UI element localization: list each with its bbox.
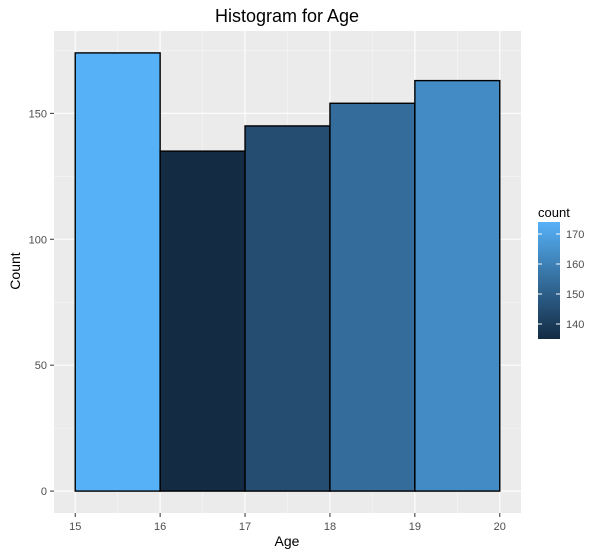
color-legend: count 140 150 160 170: [538, 205, 584, 339]
histogram-bar-3: [244, 125, 331, 492]
x-tick-label: 16: [154, 521, 166, 533]
x-tick-label: 17: [239, 521, 251, 533]
histogram-bar-1: [74, 52, 161, 492]
legend-tick-label: 150: [566, 289, 584, 301]
histogram-bar-5: [414, 79, 501, 492]
x-axis-title: Age: [275, 533, 300, 549]
x-axis: 15 16 17 18 19 20: [69, 513, 506, 533]
legend-tick-label: 170: [566, 229, 584, 241]
y-tick-label: 100: [29, 234, 47, 246]
legend-tick-label: 160: [566, 259, 584, 271]
y-axis-title: Count: [7, 252, 23, 289]
legend-colorbar: [538, 222, 560, 339]
plot-panel: [54, 31, 521, 513]
y-tick-label: 50: [35, 360, 47, 372]
y-tick-label: 150: [29, 108, 47, 120]
x-tick-label: 18: [324, 521, 336, 533]
histogram-bar-2: [159, 150, 246, 492]
x-tick-label: 20: [494, 521, 506, 533]
y-tick-label: 0: [41, 486, 47, 498]
x-tick-label: 15: [69, 521, 81, 533]
chart-title: Histogram for Age: [215, 6, 359, 26]
histogram-bar-4: [329, 102, 416, 492]
legend-title: count: [538, 205, 570, 220]
y-axis: 0 50 100 150: [29, 108, 54, 498]
legend-tick-label: 140: [566, 319, 584, 331]
x-tick-label: 19: [409, 521, 421, 533]
